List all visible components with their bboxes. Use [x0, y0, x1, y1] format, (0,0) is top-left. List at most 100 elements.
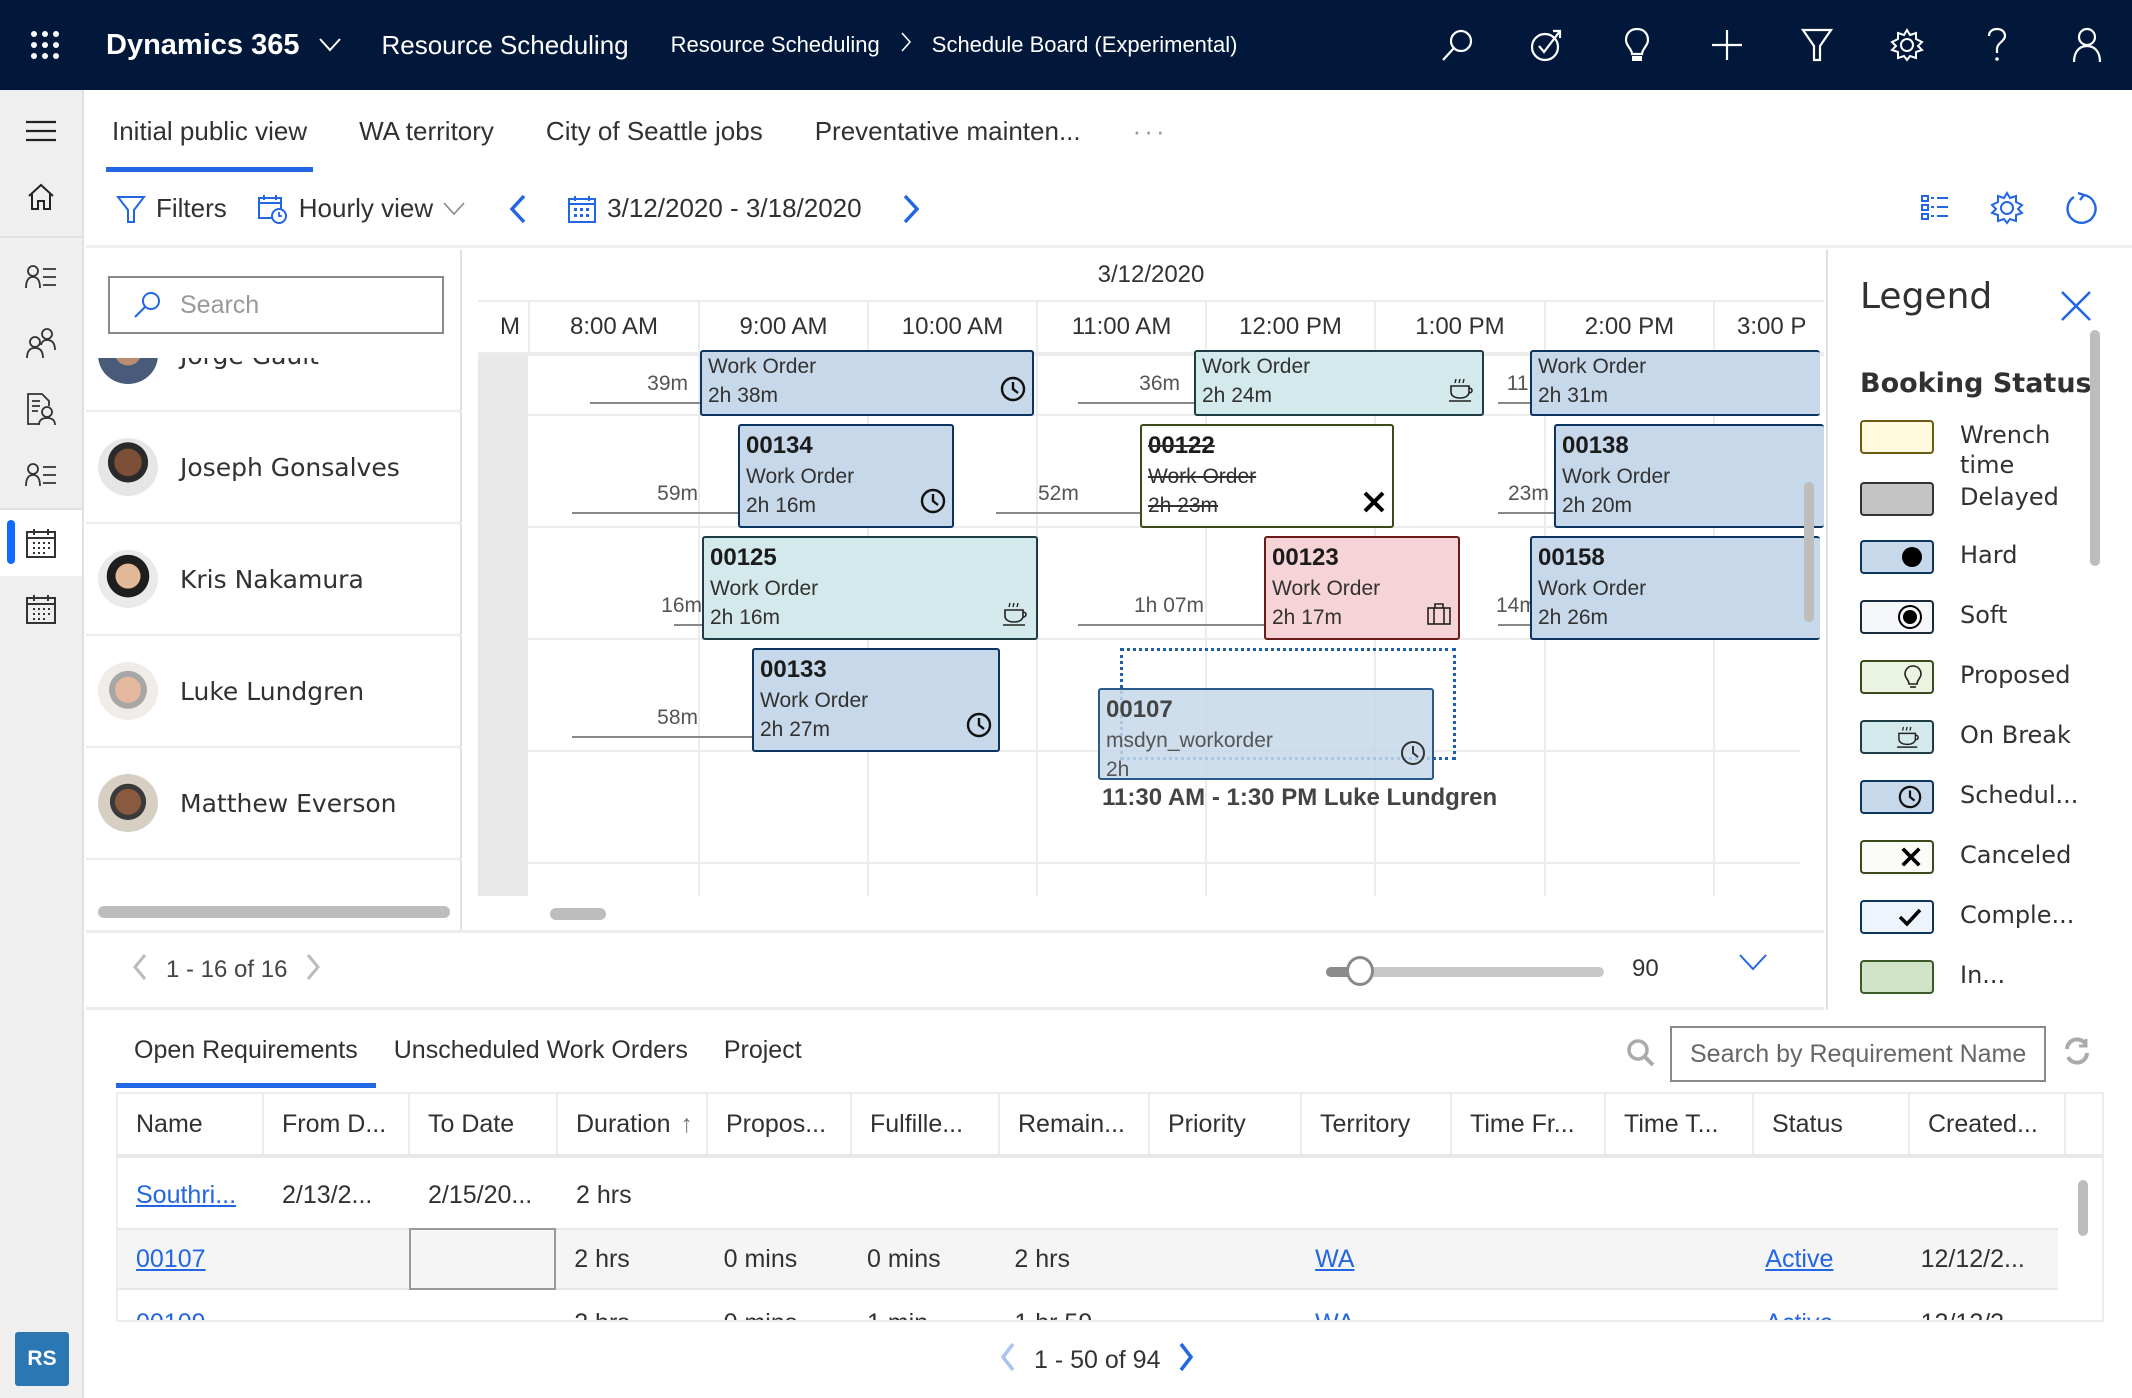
- rail-item-resource-list[interactable]: [0, 442, 82, 508]
- brand-title[interactable]: Dynamics 365: [106, 28, 300, 61]
- requirement-link[interactable]: Southri...: [136, 1180, 237, 1209]
- booking-card[interactable]: Work Order 2h 31m: [1530, 350, 1820, 416]
- chevron-down-icon[interactable]: [319, 32, 342, 58]
- tab-unscheduled-work-orders[interactable]: Unscheduled Work Orders: [393, 1035, 688, 1064]
- rail-item-requirements[interactable]: [0, 376, 82, 442]
- new-button[interactable]: [1682, 0, 1772, 90]
- status-link[interactable]: Active: [1765, 1244, 1834, 1273]
- territory-link[interactable]: WA: [1315, 1244, 1355, 1273]
- tab-city-of-seattle-jobs[interactable]: City of Seattle jobs: [545, 115, 763, 146]
- search-button[interactable]: [1412, 0, 1502, 90]
- previous-page-button[interactable]: [1000, 1342, 1016, 1379]
- column-header[interactable]: Time T...: [1606, 1094, 1754, 1154]
- dragged-booking-card[interactable]: 00107 msdyn_workorder 2h: [1098, 688, 1434, 780]
- table-row[interactable]: Southri... 2/13/2... 2/15/20... 2 hrs: [118, 1164, 2058, 1226]
- resource-horizontal-scrollbar[interactable]: [98, 906, 450, 918]
- chevron-left-icon: [1000, 1342, 1015, 1372]
- next-page-button[interactable]: [305, 953, 321, 988]
- requirement-link[interactable]: 00109: [136, 1309, 206, 1321]
- booking-card[interactable]: Work Order 2h 24m: [1194, 350, 1484, 416]
- tab-project[interactable]: Project: [723, 1035, 802, 1064]
- column-header[interactable]: Created...: [1910, 1094, 2066, 1154]
- previous-page-button[interactable]: [132, 953, 148, 988]
- breadcrumb-item[interactable]: Resource Scheduling: [670, 32, 880, 57]
- resource-row[interactable]: [86, 860, 462, 886]
- schedule-timeline: 3/12/2020 M 8:00 AM 9:00 AM 10:00 AM 11:…: [478, 250, 1824, 930]
- resource-row[interactable]: Jorge Gault: [86, 358, 462, 412]
- column-header[interactable]: Remain...: [1000, 1094, 1150, 1154]
- profile-button[interactable]: [2042, 0, 2132, 90]
- column-header[interactable]: Name: [118, 1094, 264, 1154]
- next-page-button[interactable]: [1178, 1342, 1194, 1379]
- app-launcher-button[interactable]: [0, 0, 90, 90]
- legend-scrollbar[interactable]: [2090, 330, 2100, 566]
- rail-item-schedule-board-2[interactable]: [0, 576, 82, 642]
- tasks-button[interactable]: [1502, 0, 1592, 90]
- resource-row[interactable]: Matthew Everson: [86, 748, 462, 860]
- column-header[interactable]: Fulfille...: [852, 1094, 1000, 1154]
- column-header[interactable]: From D...: [264, 1094, 410, 1154]
- resource-row[interactable]: Joseph Gonsalves: [86, 412, 462, 524]
- requirement-link[interactable]: 00107: [136, 1244, 206, 1273]
- column-header[interactable]: Territory: [1302, 1094, 1452, 1154]
- app-name[interactable]: Resource Scheduling: [381, 29, 629, 60]
- advanced-filter-button[interactable]: [1772, 0, 1862, 90]
- list-view-button[interactable]: [1920, 193, 1950, 228]
- settings-button[interactable]: [1862, 0, 1952, 90]
- booking-card[interactable]: Work Order 2h 38m: [700, 350, 1034, 416]
- column-header[interactable]: Propos...: [708, 1094, 852, 1154]
- rail-item-resources[interactable]: [0, 244, 82, 310]
- date-range-picker[interactable]: 3/12/2020 - 3/18/2020: [567, 193, 862, 224]
- timeline-horizontal-scrollbar[interactable]: [550, 908, 606, 920]
- filters-button[interactable]: Filters: [116, 193, 227, 224]
- refresh-board-button[interactable]: [2064, 191, 2098, 230]
- ideas-button[interactable]: [1592, 0, 1682, 90]
- grid-vertical-scrollbar[interactable]: [2078, 1180, 2088, 1236]
- tab-wa-territory[interactable]: WA territory: [359, 115, 494, 146]
- cell-to-date-focused[interactable]: [408, 1228, 557, 1290]
- view-mode-dropdown[interactable]: Hourly view: [257, 193, 465, 225]
- tab-open-requirements[interactable]: Open Requirements: [116, 1012, 376, 1088]
- rail-item-resource-groups[interactable]: [0, 310, 82, 376]
- table-row[interactable]: 00109 2 hrs 0 mins 1 min 1 hr 59... WA A…: [118, 1292, 2058, 1321]
- booking-card[interactable]: 00122 Work Order 2h 23m: [1140, 424, 1394, 528]
- legend-swatch: [1860, 420, 1934, 454]
- column-header[interactable]: Priority: [1150, 1094, 1302, 1154]
- board-settings-button[interactable]: [1990, 190, 2024, 230]
- booking-card[interactable]: 00134 Work Order 2h 16m: [738, 424, 954, 528]
- tab-overflow-button[interactable]: ···: [1132, 115, 1168, 146]
- close-legend-button[interactable]: [2060, 290, 2092, 327]
- resource-search-input[interactable]: Search: [108, 276, 444, 334]
- rail-item-home[interactable]: [0, 164, 82, 230]
- status-link[interactable]: Active: [1765, 1309, 1833, 1321]
- territory-link[interactable]: WA: [1315, 1309, 1354, 1321]
- resource-row[interactable]: Kris Nakamura: [86, 524, 462, 636]
- zoom-slider-thumb[interactable]: [1346, 956, 1374, 986]
- rail-item-schedule-board[interactable]: [0, 510, 82, 576]
- timeline-vertical-scrollbar[interactable]: [1804, 482, 1814, 622]
- requirement-search-input[interactable]: Search by Requirement Name: [1670, 1026, 2046, 1082]
- next-range-button[interactable]: [902, 194, 920, 224]
- booking-card[interactable]: 00123 Work Order 2h 17m: [1264, 536, 1460, 640]
- column-header[interactable]: To Date: [410, 1094, 558, 1154]
- column-header-duration[interactable]: Duration ↑: [558, 1094, 708, 1154]
- booking-card[interactable]: 00158 Work Order 2h 26m: [1530, 536, 1820, 640]
- column-header[interactable]: Status: [1754, 1094, 1910, 1154]
- table-row[interactable]: 00107 2 hrs 0 mins 0 mins 2 hrs WA Activ…: [118, 1228, 2058, 1290]
- search-icon[interactable]: [1626, 1038, 1656, 1073]
- help-button[interactable]: [1952, 0, 2042, 90]
- refresh-requirements-button[interactable]: [2062, 1036, 2092, 1071]
- travel-line: [1078, 402, 1194, 404]
- column-header[interactable]: Time Fr...: [1452, 1094, 1606, 1154]
- previous-range-button[interactable]: [509, 194, 527, 224]
- booking-card[interactable]: 00138 Work Order 2h 20m: [1554, 424, 1824, 528]
- tab-initial-public-view[interactable]: Initial public view: [94, 90, 325, 172]
- collapse-panel-button[interactable]: [1738, 953, 1768, 976]
- booking-card[interactable]: 00133 Work Order 2h 27m: [752, 648, 1000, 752]
- tab-preventative-maintenance[interactable]: Preventative mainten...: [814, 115, 1081, 146]
- zoom-slider[interactable]: [1326, 956, 1604, 986]
- resource-row[interactable]: Luke Lundgren: [86, 636, 462, 748]
- booking-card[interactable]: 00125 Work Order 2h 16m: [702, 536, 1038, 640]
- menu-button[interactable]: [0, 98, 82, 164]
- user-avatar-badge[interactable]: RS: [15, 1332, 69, 1386]
